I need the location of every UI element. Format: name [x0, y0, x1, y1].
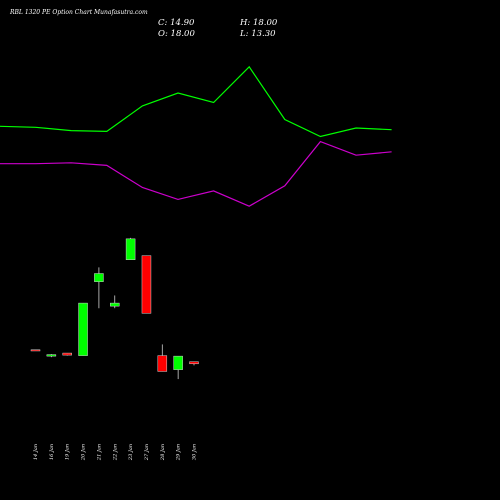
candle-0 — [30, 349, 41, 352]
candle-body — [189, 361, 199, 365]
candle-1 — [46, 354, 57, 358]
candles — [30, 237, 199, 380]
candle-body — [110, 302, 120, 307]
candle-6 — [125, 237, 136, 260]
candle-body — [46, 354, 57, 357]
x-tick-label: 30 Jan — [192, 444, 198, 460]
candle-body — [78, 302, 88, 356]
candle-9 — [173, 355, 183, 380]
x-tick-label: 21 Jan — [96, 444, 102, 461]
indicator-lines — [0, 65, 392, 207]
candle-4 — [94, 267, 104, 309]
high-value: H: 18.00 — [240, 18, 278, 28]
close-value: C: 14.90 — [158, 18, 195, 28]
lower-line — [0, 140, 392, 207]
x-tick-label: 20 Jan — [81, 444, 87, 461]
candle-5 — [110, 295, 120, 309]
x-tick-label: 27 Jan — [144, 444, 150, 461]
candle-body — [157, 355, 168, 372]
x-axis-ticks: 14 Jan 16 Jan 19 Jan 20 Jan 21 Jan 22 Jan 23 J… — [33, 444, 198, 461]
low-value: L: 13.30 — [240, 29, 276, 39]
candle-3 — [78, 302, 88, 356]
x-tick-label: 29 Jan — [176, 444, 182, 461]
candle-body — [173, 355, 183, 370]
candle-body — [141, 255, 152, 314]
candle-body — [30, 349, 41, 352]
open-value: O: 18.00 — [158, 29, 195, 39]
candle-2 — [62, 352, 72, 356]
x-tick-label: 14 Jan — [33, 444, 39, 460]
x-tick-label: 28 Jan — [160, 444, 166, 461]
candle-10 — [189, 361, 199, 366]
x-tick-label: 23 Jan — [128, 444, 134, 461]
chart-title: RBL 1320 PE Option Chart Munafasutra.com — [10, 9, 148, 16]
x-tick-label: 16 Jan — [49, 444, 55, 460]
candle-body — [125, 238, 136, 260]
candle-body — [94, 273, 104, 282]
candle-body — [62, 352, 72, 356]
upper-line — [0, 65, 392, 138]
candle-8 — [157, 344, 168, 372]
x-tick-label: 22 Jan — [112, 444, 118, 461]
candle-7 — [141, 255, 152, 314]
x-tick-label: 19 Jan — [65, 444, 71, 460]
